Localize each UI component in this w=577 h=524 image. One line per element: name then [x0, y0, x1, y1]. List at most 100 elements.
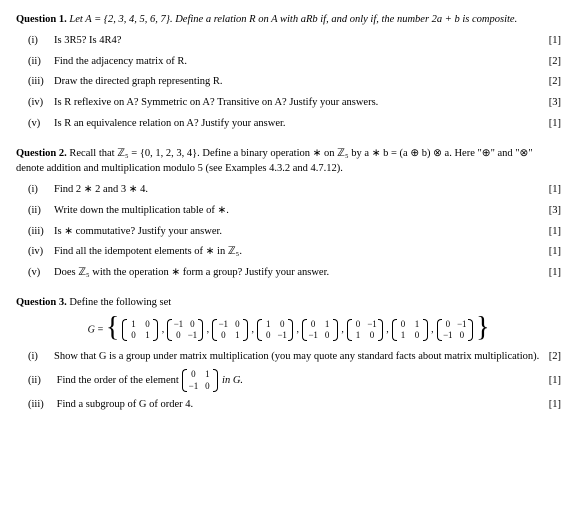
- comma: ,: [384, 324, 391, 335]
- item-post: in G.: [222, 375, 243, 386]
- item-marks: [1]: [541, 265, 561, 281]
- item-text: (ii)Write down the multiplication table …: [28, 203, 541, 219]
- item-number: (v): [28, 116, 54, 132]
- g-equals: G =: [88, 324, 104, 335]
- item-pre: Find the order of the element: [57, 375, 182, 386]
- q3-item-ii: (ii) Find the order of the element 01−10…: [16, 369, 561, 392]
- q2-statement: Recall that ℤ₅ = {0, 1, 2, 3, 4}. Define…: [16, 148, 533, 175]
- item-number: (ii): [28, 203, 54, 219]
- question-2: Question 2. Recall that ℤ₅ = {0, 1, 2, 3…: [16, 146, 561, 281]
- item-marks: [1]: [541, 182, 561, 198]
- item-number: (iv): [28, 95, 54, 111]
- matrix: 0−110: [347, 319, 383, 341]
- item-marks: [3]: [541, 203, 561, 219]
- matrix: 1001: [122, 319, 158, 341]
- list-item: (iv)Is R reflexive on A? Symmetric on A?…: [16, 95, 561, 111]
- item-marks: [1]: [541, 116, 561, 132]
- q3-statement: Define the following set: [67, 297, 171, 308]
- q3-ii-matrix: 01−10: [181, 375, 219, 386]
- q3-set-definition: G = { 1001 , −100−1 , −1001 , 100−1 , 01…: [16, 319, 561, 341]
- list-item: (v)Does ℤ₅ with the operation ∗ form a g…: [16, 265, 561, 281]
- item-number: (ii): [28, 54, 54, 70]
- item-text: (v)Is R an equivalence relation on A? Ju…: [28, 116, 541, 132]
- item-number: (iv): [28, 244, 54, 260]
- q1-header: Question 1. Let A = {2, 3, 4, 5, 6, 7}. …: [16, 12, 561, 28]
- item-body: Find all the idempotent elements of ∗ in…: [54, 246, 242, 257]
- q3-number: Question 3.: [16, 297, 67, 308]
- item-body: Does ℤ₅ with the operation ∗ form a grou…: [54, 267, 329, 278]
- item-body: Find a subgroup of G of order 4.: [57, 399, 193, 410]
- item-text: (iii)Is ∗ commutative? Justify your answ…: [28, 224, 541, 240]
- matrix: 0110: [392, 319, 428, 341]
- item-number: (ii): [28, 373, 54, 389]
- item-body: Is R an equivalence relation on A? Justi…: [54, 118, 286, 129]
- item-text: (iii)Draw the directed graph representin…: [28, 74, 541, 90]
- item-number: (i): [28, 182, 54, 198]
- q1-items: (i)Is 3R5? Is 4R4?[1](ii)Find the adjace…: [16, 33, 561, 132]
- item-marks: [1]: [541, 224, 561, 240]
- comma: ,: [339, 324, 346, 335]
- item-number: (iii): [28, 74, 54, 90]
- item-number: (v): [28, 265, 54, 281]
- matrix: 100−1: [257, 319, 293, 341]
- question-3: Question 3. Define the following set G =…: [16, 295, 561, 413]
- item-body: Draw the directed graph representing R.: [54, 76, 223, 87]
- q3-items: (i)Show that G is a group under matrix m…: [16, 349, 561, 365]
- item-marks: [2]: [541, 54, 561, 70]
- list-item: (i)Is 3R5? Is 4R4?[1]: [16, 33, 561, 49]
- item-body: Show that G is a group under matrix mult…: [54, 351, 539, 362]
- item-number: (i): [28, 33, 54, 49]
- q1-number: Question 1.: [16, 14, 67, 25]
- question-1: Question 1. Let A = {2, 3, 4, 5, 6, 7}. …: [16, 12, 561, 132]
- item-body: Is R reflexive on A? Symmetric on A? Tra…: [54, 97, 378, 108]
- item-text: (iv)Find all the idempotent elements of …: [28, 244, 541, 260]
- item-marks: [1]: [541, 397, 561, 413]
- list-item: (i)Show that G is a group under matrix m…: [16, 349, 561, 365]
- item-body: Find the adjacency matrix of R.: [54, 56, 187, 67]
- list-item: (i)Find 2 ∗ 2 and 3 ∗ 4.[1]: [16, 182, 561, 198]
- comma: ,: [159, 324, 166, 335]
- list-item: (ii)Find the adjacency matrix of R.[2]: [16, 54, 561, 70]
- item-text: (iv)Is R reflexive on A? Symmetric on A?…: [28, 95, 541, 111]
- item-marks: [1]: [541, 244, 561, 260]
- item-marks: [1]: [541, 33, 561, 49]
- list-item: (iii)Is ∗ commutative? Justify your answ…: [16, 224, 561, 240]
- list-item: (iv)Find all the idempotent elements of …: [16, 244, 561, 260]
- item-marks: [2]: [541, 349, 561, 365]
- q1-statement: Let A = {2, 3, 4, 5, 6, 7}. Define a rel…: [67, 14, 517, 25]
- item-number: (iii): [28, 397, 54, 413]
- comma: ,: [429, 324, 436, 335]
- item-body: Find 2 ∗ 2 and 3 ∗ 4.: [54, 184, 148, 195]
- item-number: (iii): [28, 224, 54, 240]
- item-text: (ii) Find the order of the element 01−10…: [28, 369, 541, 392]
- item-text: (ii)Find the adjacency matrix of R.: [28, 54, 541, 70]
- item-body: Write down the multiplication table of ∗…: [54, 205, 229, 216]
- item-marks: [2]: [541, 74, 561, 90]
- matrix: 01−10: [182, 369, 218, 392]
- item-body: Is ∗ commutative? Justify your answer.: [54, 226, 222, 237]
- item-marks: [3]: [541, 95, 561, 111]
- q2-header: Question 2. Recall that ℤ₅ = {0, 1, 2, 3…: [16, 146, 561, 178]
- matrix: −100−1: [167, 319, 203, 341]
- matrix: −1001: [212, 319, 248, 341]
- item-text: (i)Find 2 ∗ 2 and 3 ∗ 4.: [28, 182, 541, 198]
- item-number: (i): [28, 349, 54, 365]
- item-text: (i)Is 3R5? Is 4R4?: [28, 33, 541, 49]
- item-text: (i)Show that G is a group under matrix m…: [28, 349, 541, 365]
- q3-item-iii: (iii) Find a subgroup of G of order 4. […: [16, 397, 561, 413]
- comma: ,: [249, 324, 256, 335]
- q3-matrix-set: 1001 , −100−1 , −1001 , 100−1 , 01−10 , …: [121, 324, 473, 335]
- list-item: (ii)Write down the multiplication table …: [16, 203, 561, 219]
- q2-number: Question 2.: [16, 148, 67, 159]
- q2-items: (i)Find 2 ∗ 2 and 3 ∗ 4.[1](ii)Write dow…: [16, 182, 561, 281]
- matrix: 01−10: [302, 319, 338, 341]
- item-marks: [1]: [541, 373, 561, 389]
- matrix: 0−1−10: [437, 319, 473, 341]
- item-body: Is 3R5? Is 4R4?: [54, 35, 121, 46]
- item-text: (v)Does ℤ₅ with the operation ∗ form a g…: [28, 265, 541, 281]
- list-item: (iii)Draw the directed graph representin…: [16, 74, 561, 90]
- comma: ,: [294, 324, 301, 335]
- comma: ,: [204, 324, 211, 335]
- q3-header: Question 3. Define the following set: [16, 295, 561, 311]
- item-text: (iii) Find a subgroup of G of order 4.: [28, 397, 541, 413]
